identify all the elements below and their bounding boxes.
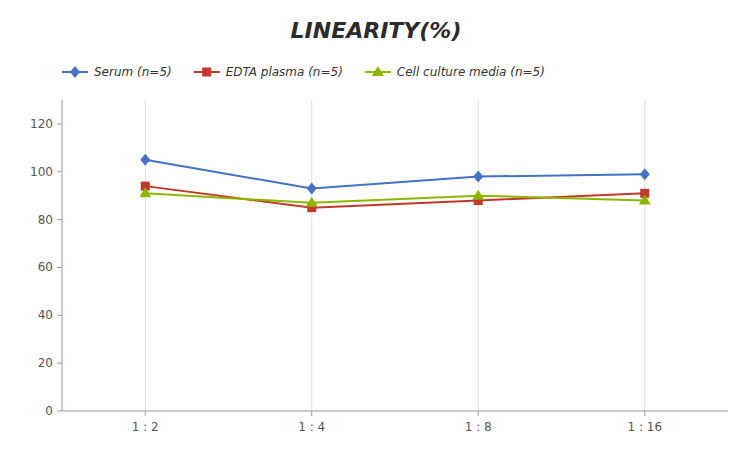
y-tick-label: 120: [30, 117, 53, 131]
y-tick-label: 20: [38, 356, 53, 370]
legend: Serum (n=5) EDTA plasma (n=5) Cell culture…: [62, 65, 545, 79]
legend-label: Serum (n=5): [94, 65, 172, 79]
marker: [472, 190, 484, 200]
grid-line: [145, 100, 146, 411]
grid: [145, 100, 645, 411]
y-tick: [57, 219, 62, 220]
marker: [372, 66, 384, 76]
axes: 0 20 40 60 80 100 120 1 : 2 1 : 4 1 : 8 1 : 16: [30, 100, 728, 434]
grid-line: [311, 100, 312, 411]
marker: [640, 168, 650, 180]
y-tick: [57, 315, 62, 316]
y-tick-label: 60: [38, 260, 53, 274]
chart-svg: LINEARITY(%) 0 20 40 60 80 100 120 1 : 2 1 : 4 1 :…: [0, 0, 752, 451]
y-tick: [57, 123, 62, 124]
y-tick: [57, 267, 62, 268]
legend-label: EDTA plasma (n=5): [226, 65, 343, 79]
x-tick-label: 1 : 2: [132, 420, 159, 434]
y-tick: [57, 363, 62, 364]
y-tick-label: 0: [45, 404, 53, 418]
x-tick: [644, 411, 645, 416]
series-line: [145, 186, 645, 208]
marker: [140, 154, 150, 166]
series: [139, 187, 651, 207]
series: [141, 182, 650, 213]
x-tick-label: 1 : 16: [627, 420, 662, 434]
series-line: [145, 160, 645, 189]
legend-item: EDTA plasma (n=5): [194, 65, 343, 79]
x-tick-label: 1 : 4: [298, 420, 325, 434]
x-axis-line: [62, 411, 728, 412]
marker: [473, 171, 483, 183]
y-axis-line: [62, 100, 63, 411]
y-tick-label: 80: [38, 213, 53, 227]
marker: [202, 68, 211, 77]
marker: [70, 66, 80, 78]
x-tick: [311, 411, 312, 416]
y-tick-label: 40: [38, 308, 53, 322]
series-line: [145, 193, 645, 203]
marker: [639, 194, 651, 204]
x-tick: [145, 411, 146, 416]
marker: [139, 187, 151, 197]
series: [140, 154, 650, 195]
chart-title: LINEARITY(%): [291, 18, 462, 43]
x-tick: [478, 411, 479, 416]
x-tick-label: 1 : 8: [465, 420, 492, 434]
legend-label: Cell culture media (n=5): [397, 65, 545, 79]
y-tick: [57, 411, 62, 412]
chart-container: LINEARITY(%) 0 20 40 60 80 100 120 1 : 2 1 : 4 1 :…: [0, 0, 752, 451]
legend-item: Cell culture media (n=5): [365, 65, 545, 79]
data-area: [139, 154, 651, 212]
y-tick: [57, 171, 62, 172]
marker: [307, 183, 317, 195]
legend-item: Serum (n=5): [62, 65, 172, 79]
grid-line: [644, 100, 645, 411]
marker: [306, 197, 318, 207]
grid-line: [478, 100, 479, 411]
y-tick-label: 100: [30, 165, 53, 179]
